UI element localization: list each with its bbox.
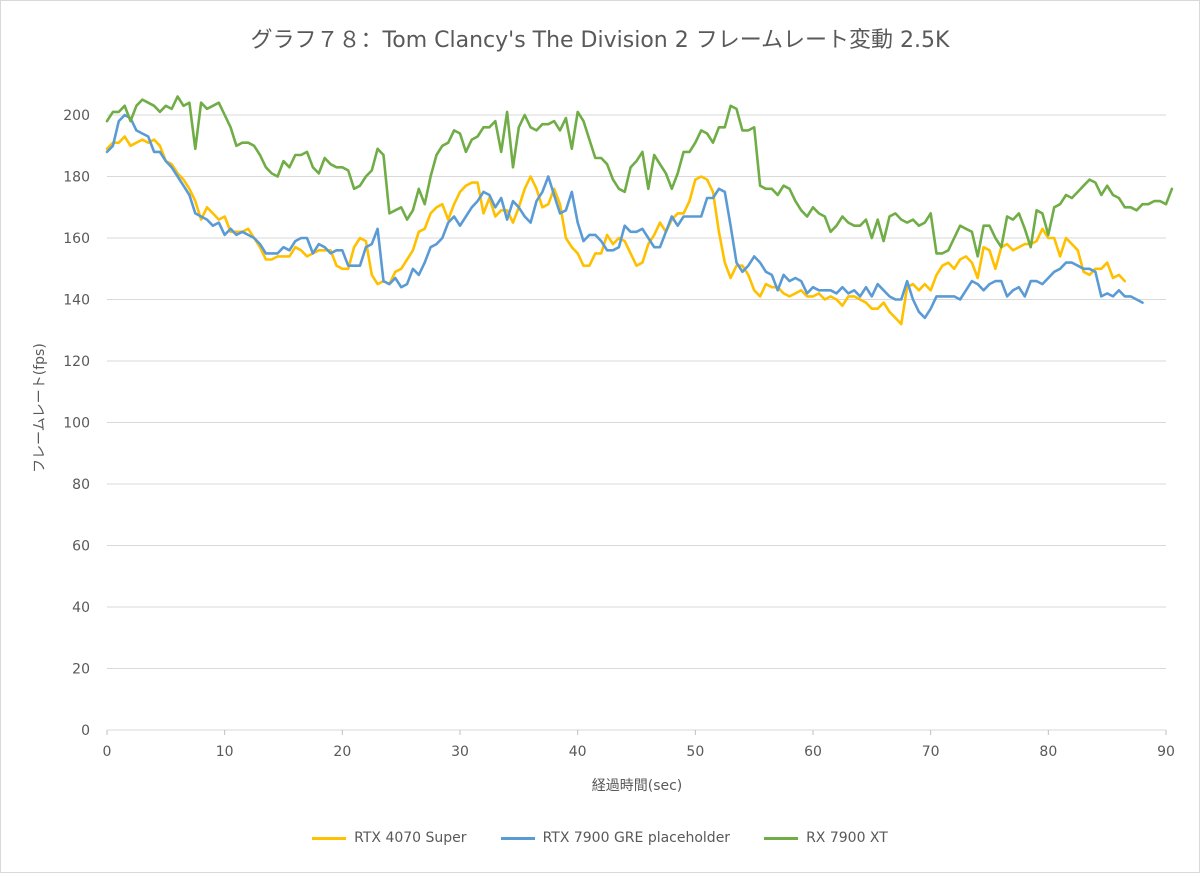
legend-label: RX 7900 XT	[806, 830, 888, 846]
chart-title: グラフ７８：Tom Clancy's The Division 2 フレームレー…	[250, 28, 950, 53]
x-tick-label: 60	[804, 744, 822, 760]
y-tick-label: 100	[63, 416, 90, 432]
x-tick-label: 30	[451, 744, 469, 760]
series-line-2	[105, 95, 1174, 258]
y-tick-label: 20	[72, 662, 90, 678]
y-axis-ticks: 0 20 40 60 80 100 120 140 160 180 200	[63, 108, 90, 739]
legend-swatch	[312, 836, 347, 840]
x-axis-title: 経過時間(sec)	[592, 778, 683, 794]
x-tick-label: 80	[1039, 744, 1057, 760]
x-tick-label: 70	[922, 744, 940, 760]
x-tick-label: 10	[216, 744, 234, 760]
series-lines	[105, 95, 1174, 326]
y-tick-label: 200	[63, 108, 90, 124]
x-axis-ticks: 0 10 20 30 40 50 60 70 80 90	[103, 730, 1175, 760]
legend-label: RTX 4070 Super	[354, 830, 467, 846]
y-tick-label: 40	[72, 600, 90, 616]
y-tick-label: 140	[63, 293, 90, 309]
y-tick-label: 60	[72, 539, 90, 555]
y-tick-label: 120	[63, 354, 90, 370]
y-tick-label: 0	[81, 723, 90, 739]
legend-swatch	[764, 836, 799, 840]
legend-label: RTX 7900 GRE placeholder	[542, 830, 731, 846]
x-tick-label: 20	[333, 744, 351, 760]
legend: RTX 4070 Super RTX 7900 GRE placeholder RX…	[0, 830, 1200, 846]
y-tick-label: 180	[63, 170, 90, 186]
legend-item: RTX 7900 GRE placeholder	[500, 830, 731, 846]
legend-item: RTX 4070 Super	[312, 830, 467, 846]
y-axis-title: フレームレート(fps)	[32, 343, 48, 473]
x-tick-label: 0	[103, 744, 112, 760]
x-tick-label: 50	[686, 744, 704, 760]
x-tick-label: 90	[1157, 744, 1175, 760]
y-tick-label: 160	[63, 231, 90, 247]
legend-swatch	[500, 836, 535, 840]
legend-item: RX 7900 XT	[764, 830, 888, 846]
x-tick-label: 40	[569, 744, 587, 760]
series-line-0	[105, 135, 1127, 326]
y-tick-label: 80	[72, 477, 90, 493]
grid-lines	[107, 114, 1166, 731]
series-line-1	[105, 113, 1144, 320]
